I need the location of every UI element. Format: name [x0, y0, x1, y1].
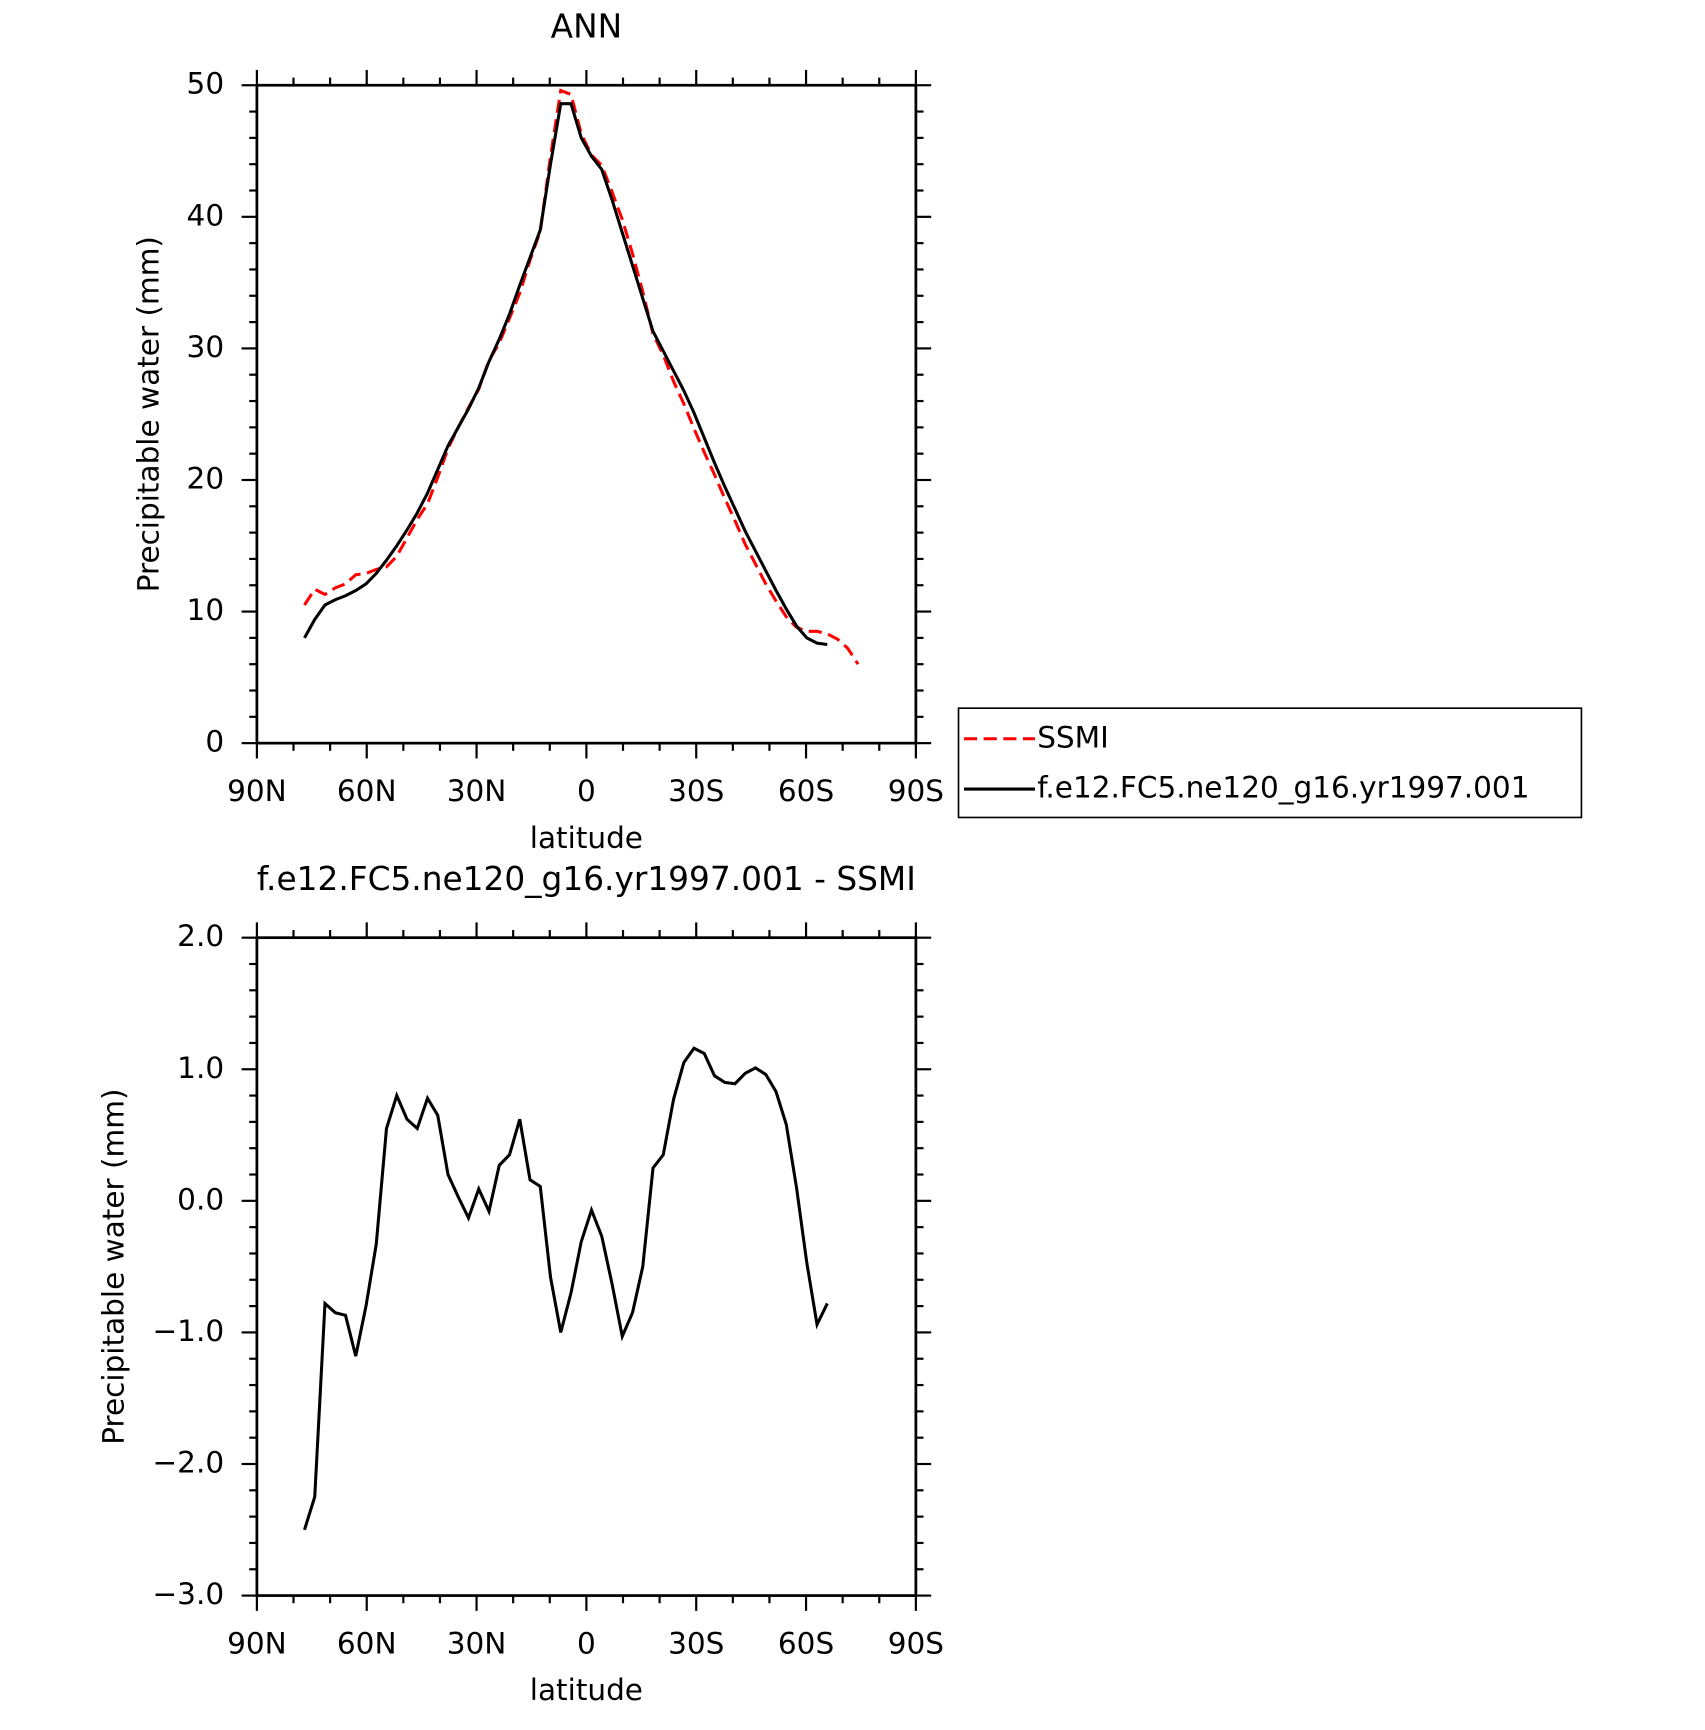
x-tick-label: 30S: [668, 1626, 724, 1660]
x-axis-label: latitude: [530, 1673, 643, 1707]
y-tick-label: 30: [187, 330, 225, 364]
data-line: [303, 1046, 829, 1531]
x-tick-label: 90N: [227, 1626, 287, 1660]
x-tick-label: 60N: [337, 774, 397, 808]
x-tick-label: 30N: [447, 774, 507, 808]
x-tick-label: 60N: [337, 1626, 397, 1660]
x-tick-label: 60S: [778, 774, 834, 808]
y-tick-label: 2.0: [177, 919, 224, 953]
y-tick-label: 40: [187, 198, 225, 232]
plot-frame: [255, 936, 918, 1597]
y-tick-label: 0: [205, 725, 224, 759]
x-tick-label: 90N: [227, 774, 287, 808]
x-tick-label: 60S: [778, 1626, 834, 1660]
x-axis-label: latitude: [530, 821, 643, 855]
chart-title: ANN: [551, 7, 622, 45]
legend-box: [957, 707, 1583, 819]
y-tick-label: 20: [187, 461, 225, 495]
plot-frame: [255, 83, 918, 745]
x-tick-label: 0: [577, 774, 596, 808]
y-axis-label: Precipitable water (mm): [96, 1089, 130, 1445]
data-line: [303, 102, 828, 646]
y-tick-label: −1.0: [152, 1314, 224, 1348]
y-tick-label: 10: [187, 593, 225, 627]
y-axis-label: Precipitable water (mm): [131, 236, 165, 592]
x-tick-label: 90S: [888, 1626, 944, 1660]
x-tick-label: 30N: [447, 1626, 507, 1660]
y-tick-label: −3.0: [152, 1577, 224, 1611]
y-tick-label: 0.0: [177, 1182, 224, 1216]
legend-label: f.e12.FC5.ne120_g16.yr1997.001: [1037, 771, 1529, 805]
y-tick-label: 1.0: [177, 1051, 224, 1085]
x-tick-label: 90S: [888, 774, 944, 808]
x-tick-label: 0: [577, 1626, 596, 1660]
chart-title: f.e12.FC5.ne120_g16.yr1997.001 - SSMI: [257, 860, 916, 898]
y-tick-label: −2.0: [152, 1445, 224, 1479]
x-tick-label: 30S: [668, 774, 724, 808]
data-line: [303, 88, 860, 666]
y-tick-label: 50: [187, 67, 225, 101]
legend-label: SSMI: [1037, 720, 1109, 754]
